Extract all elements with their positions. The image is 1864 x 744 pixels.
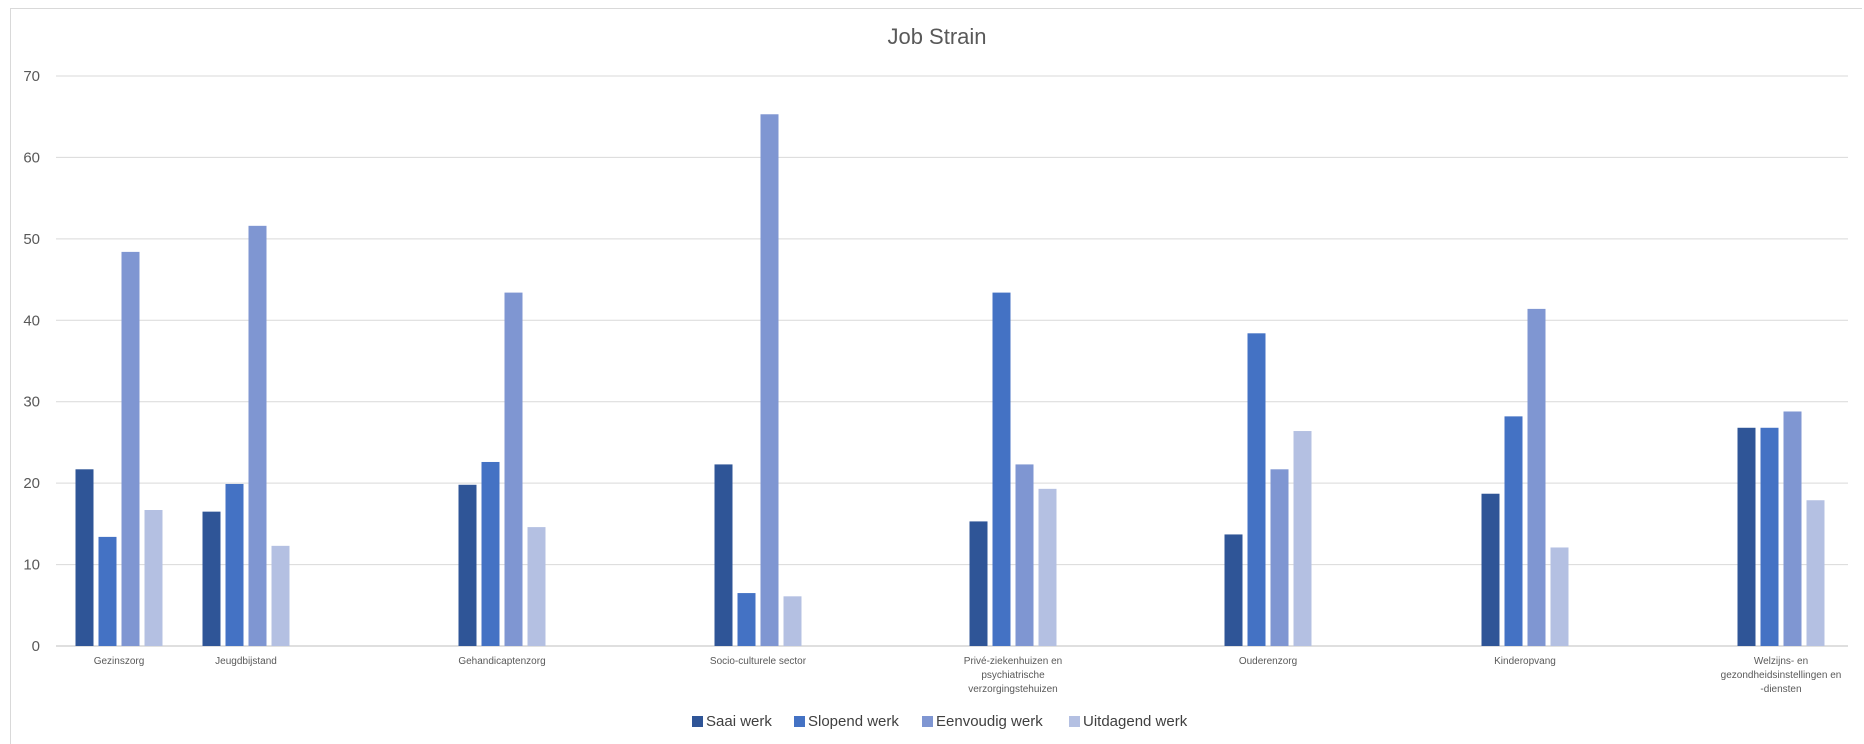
bar bbox=[1737, 427, 1756, 646]
x-tick-label: Socio-culturele sector bbox=[710, 656, 807, 667]
bar bbox=[992, 292, 1011, 646]
bar bbox=[1038, 488, 1057, 646]
legend-swatch bbox=[922, 716, 933, 727]
bar bbox=[271, 545, 290, 646]
bar bbox=[760, 114, 779, 647]
bar bbox=[1270, 469, 1289, 646]
x-axis-labels: Gezinszorg Jeugdbijstand Gehandicaptenzorg… bbox=[94, 656, 1842, 695]
bar bbox=[504, 292, 523, 646]
x-tick-label: Jeugdbijstand bbox=[215, 656, 277, 667]
legend-label: Slopend werk bbox=[808, 713, 899, 730]
bars bbox=[75, 114, 1825, 647]
bar bbox=[121, 251, 140, 646]
x-tick-label: Privé-ziekenhuizen en psychiatrische verzo… bbox=[964, 656, 1062, 695]
bar bbox=[1760, 427, 1779, 646]
bar bbox=[1550, 547, 1569, 646]
bar bbox=[1504, 416, 1523, 646]
x-tick-label: Gehandicaptenzorg bbox=[458, 656, 545, 667]
y-tick-label: 60 bbox=[23, 149, 40, 166]
bar bbox=[1224, 534, 1243, 646]
bar bbox=[98, 536, 117, 646]
bar bbox=[202, 511, 221, 646]
legend-label: Uitdagend werk bbox=[1083, 713, 1188, 730]
bar bbox=[1015, 464, 1034, 646]
legend-label: Eenvoudig werk bbox=[936, 713, 1043, 730]
x-tick-label: Kinderopvang bbox=[1494, 656, 1556, 667]
bar bbox=[1481, 493, 1500, 646]
y-tick-label: 50 bbox=[23, 231, 40, 248]
chart-frame bbox=[10, 8, 1862, 744]
bar bbox=[1527, 308, 1546, 646]
gridlines bbox=[56, 75, 1848, 647]
bar bbox=[1783, 411, 1802, 646]
bar bbox=[1293, 431, 1312, 646]
bar bbox=[1806, 500, 1825, 646]
y-tick-label: 40 bbox=[23, 312, 40, 329]
y-tick-label: 10 bbox=[23, 557, 40, 574]
legend-label: Saai werk bbox=[706, 713, 772, 730]
bar bbox=[737, 593, 756, 646]
bar bbox=[1247, 333, 1266, 646]
y-tick-label: 20 bbox=[23, 475, 40, 492]
bar bbox=[783, 596, 802, 646]
y-tick-label: 30 bbox=[23, 394, 40, 411]
legend-swatch bbox=[1069, 716, 1080, 727]
x-tick-label: Gezinszorg bbox=[94, 656, 145, 667]
bar bbox=[458, 484, 477, 646]
y-tick-label: 70 bbox=[23, 68, 40, 85]
legend: Saai werk Slopend werk Eenvoudig werk Uitda… bbox=[692, 713, 1188, 730]
bar bbox=[225, 483, 244, 646]
bar bbox=[969, 521, 988, 646]
bar bbox=[714, 464, 733, 646]
x-tick-label: Welzijns- en gezondheidsinstellingen en -d… bbox=[1721, 656, 1842, 695]
chart-title: Job Strain bbox=[887, 24, 986, 49]
legend-swatch bbox=[794, 716, 805, 727]
legend-swatch bbox=[692, 716, 703, 727]
bar bbox=[527, 527, 546, 646]
bar bbox=[481, 461, 500, 646]
bar bbox=[144, 510, 163, 646]
bar bbox=[75, 469, 94, 646]
bar bbox=[248, 225, 267, 647]
x-tick-label: Ouderenzorg bbox=[1239, 656, 1297, 667]
y-axis-ticks: 0 10 20 30 40 50 60 70 bbox=[23, 68, 40, 655]
y-tick-label: 0 bbox=[32, 638, 40, 655]
